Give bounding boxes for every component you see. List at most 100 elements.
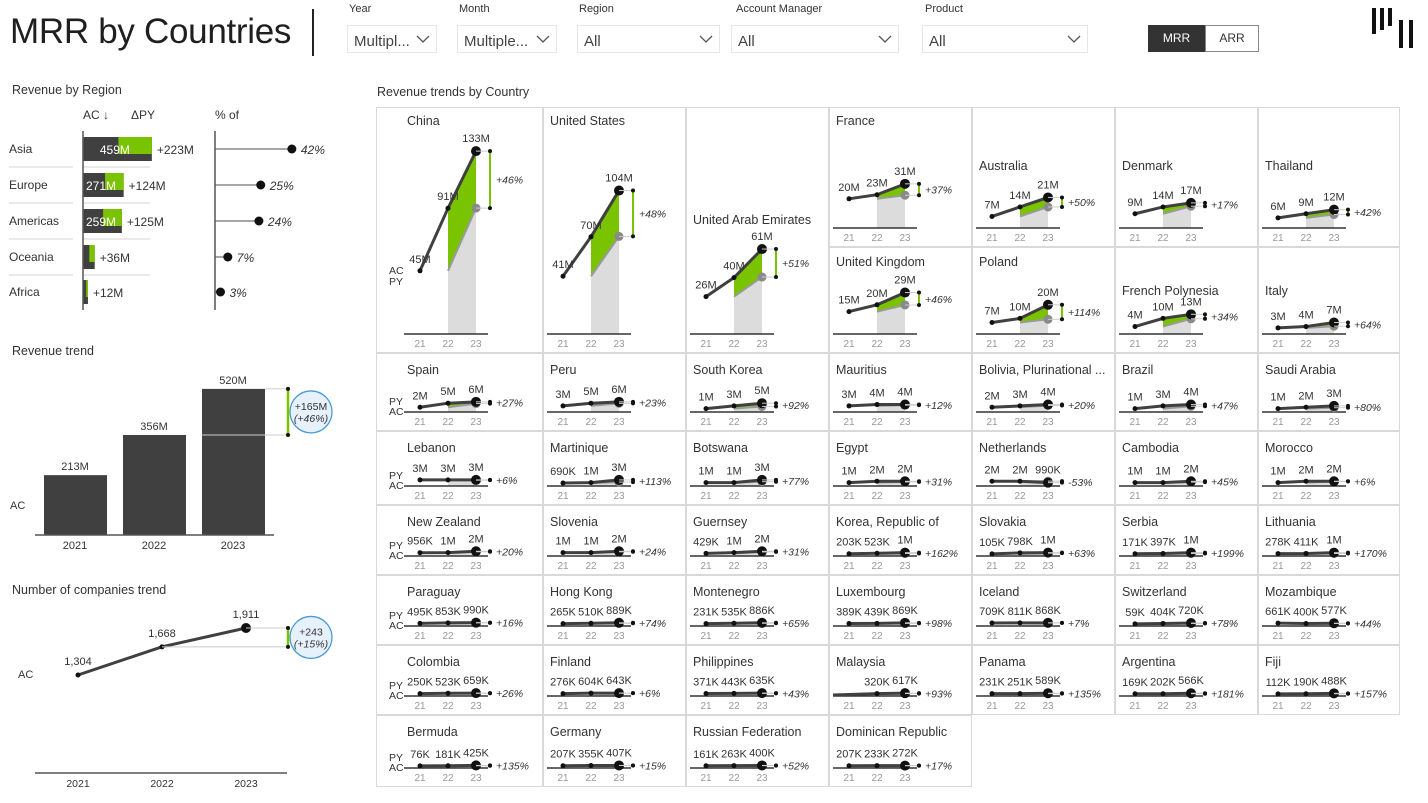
- country-card[interactable]: Fiji: [1258, 645, 1400, 715]
- country-name: Fiji: [1265, 655, 1281, 669]
- country-card[interactable]: Luxembourg: [829, 575, 972, 645]
- country-card[interactable]: United Kingdom: [829, 247, 972, 353]
- year-label: 2023: [221, 540, 245, 552]
- companies-value-label: 1,911: [233, 609, 260, 621]
- country-name: Lithuania: [1265, 515, 1316, 529]
- series-label-ac: AC: [18, 669, 33, 681]
- region-label: Africa: [9, 285, 40, 299]
- country-name: France: [836, 114, 875, 128]
- country-card[interactable]: South Korea: [686, 353, 829, 431]
- country-card[interactable]: Guernsey: [686, 505, 829, 575]
- country-card[interactable]: Montenegro: [686, 575, 829, 645]
- country-name: Italy: [1265, 284, 1288, 298]
- region-delta-value: +223M: [157, 143, 194, 157]
- country-name: Brazil: [1122, 363, 1154, 377]
- country-name: Iceland: [979, 585, 1020, 599]
- revenue-bar: [123, 434, 186, 535]
- country-name: Netherlands: [979, 441, 1047, 455]
- country-card[interactable]: Morocco: [1258, 431, 1400, 505]
- year-label: 2021: [66, 778, 90, 790]
- country-card[interactable]: Korea, Republic of: [829, 505, 972, 575]
- country-card[interactable]: Hong Kong: [543, 575, 686, 645]
- country-card[interactable]: Cambodia: [1115, 431, 1258, 505]
- slicer-dropdown[interactable]: Multipl...: [347, 25, 437, 53]
- country-card[interactable]: Martinique: [543, 431, 686, 505]
- revenue-by-region-title: Revenue by Region: [12, 83, 122, 97]
- slicer-dropdown[interactable]: All: [731, 25, 899, 53]
- country-card[interactable]: Malaysia: [829, 645, 972, 715]
- companies-value-label: 1,668: [148, 628, 176, 640]
- country-card[interactable]: Philippines: [686, 645, 829, 715]
- country-card[interactable]: Germany: [543, 715, 686, 787]
- country-card[interactable]: Bolivia, Plurinational ...: [972, 353, 1115, 431]
- country-card[interactable]: Switzerland: [1115, 575, 1258, 645]
- revenue-bar-label: 213M: [61, 461, 89, 473]
- region-ac-bar: [83, 173, 124, 197]
- chevron-down-icon: [536, 35, 550, 43]
- slicer-dropdown[interactable]: All: [922, 25, 1088, 53]
- year-label: 2023: [234, 778, 258, 790]
- slicer-dropdown[interactable]: Multiple...: [457, 25, 557, 53]
- country-card[interactable]: Paraguay: [376, 575, 543, 645]
- region-delta-value: +36M: [100, 251, 130, 265]
- country-name: South Korea: [693, 363, 763, 377]
- slicer-label: Region: [579, 3, 614, 15]
- country-name: Morocco: [1265, 441, 1313, 455]
- slicer-product[interactable]: Product All: [922, 0, 1088, 56]
- country-card[interactable]: Denmark: [1115, 107, 1258, 247]
- country-card[interactable]: Thailand: [1258, 107, 1400, 247]
- slicer-month[interactable]: Month Multiple...: [457, 0, 557, 56]
- companies-value-label: 1,304: [64, 656, 92, 668]
- country-card[interactable]: Saudi Arabia: [1258, 353, 1400, 431]
- country-card[interactable]: Slovakia: [972, 505, 1115, 575]
- country-card[interactable]: Poland: [972, 247, 1115, 353]
- country-card[interactable]: Colombia: [376, 645, 543, 715]
- country-card[interactable]: French Polynesia: [1115, 247, 1258, 353]
- chevron-down-icon: [878, 35, 892, 43]
- country-card[interactable]: Slovenia: [543, 505, 686, 575]
- slicer-dropdown[interactable]: All: [577, 25, 720, 53]
- country-card[interactable]: Netherlands: [972, 431, 1115, 505]
- country-card[interactable]: United Arab Emirates: [686, 107, 829, 353]
- country-card[interactable]: Lebanon: [376, 431, 543, 505]
- country-card[interactable]: New Zealand: [376, 505, 543, 575]
- slicer-year[interactable]: Year Multipl...: [347, 0, 437, 56]
- toggle-arr-button[interactable]: ARR: [1205, 25, 1259, 52]
- country-card[interactable]: China: [376, 107, 543, 353]
- country-card[interactable]: Dominican Republic: [829, 715, 972, 787]
- country-card[interactable]: Panama: [972, 645, 1115, 715]
- bracket-dot: [286, 386, 290, 391]
- country-card[interactable]: Mozambique: [1258, 575, 1400, 645]
- country-card[interactable]: Iceland: [972, 575, 1115, 645]
- region-percent-dot: [223, 252, 233, 262]
- country-card[interactable]: Bermuda: [376, 715, 543, 787]
- country-card[interactable]: Argentina: [1115, 645, 1258, 715]
- region-delta-bar: [86, 280, 88, 297]
- country-card[interactable]: Italy: [1258, 247, 1400, 353]
- country-card[interactable]: Australia: [972, 107, 1115, 247]
- country-card[interactable]: Brazil: [1115, 353, 1258, 431]
- country-name: Switzerland: [1122, 585, 1187, 599]
- country-card[interactable]: Egypt: [829, 431, 972, 505]
- country-card[interactable]: Mauritius: [829, 353, 972, 431]
- country-card[interactable]: France: [829, 107, 972, 247]
- country-card[interactable]: Russian Federation: [686, 715, 829, 787]
- country-card[interactable]: Spain: [376, 353, 543, 431]
- country-card[interactable]: Finland: [543, 645, 686, 715]
- country-card[interactable]: Lithuania: [1258, 505, 1400, 575]
- revenue-bar-label: 356M: [140, 421, 168, 433]
- country-card[interactable]: Botswana: [686, 431, 829, 505]
- slicer-value: All: [584, 33, 601, 50]
- column-header-percent-of: % of: [215, 108, 240, 122]
- slicer-account-manager[interactable]: Account Manager All: [731, 0, 899, 56]
- chevron-down-icon: [1067, 35, 1081, 43]
- country-name: Montenegro: [693, 585, 760, 599]
- country-card[interactable]: Peru: [543, 353, 686, 431]
- slicer-region[interactable]: Region All: [577, 0, 720, 56]
- year-label: 2022: [142, 540, 166, 552]
- toggle-mrr-button[interactable]: MRR: [1148, 25, 1205, 52]
- country-card[interactable]: United States: [543, 107, 686, 353]
- country-card[interactable]: Serbia: [1115, 505, 1258, 575]
- delta-percent: (+15%): [294, 638, 328, 650]
- country-name: Slovakia: [979, 515, 1027, 529]
